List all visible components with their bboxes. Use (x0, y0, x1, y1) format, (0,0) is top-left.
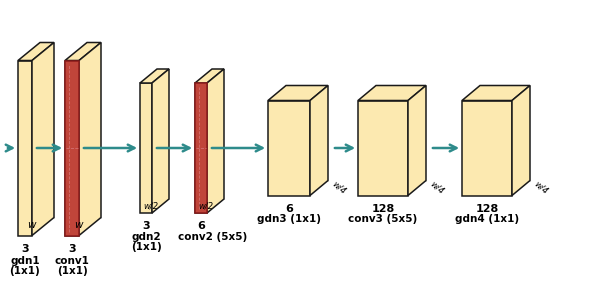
Text: 6: 6 (197, 221, 205, 231)
Text: gdn2: gdn2 (131, 232, 161, 242)
Text: 128: 128 (371, 203, 395, 214)
Text: 6: 6 (285, 203, 293, 214)
Text: w/2: w/2 (198, 202, 214, 211)
Polygon shape (18, 43, 54, 61)
Polygon shape (512, 85, 530, 196)
Polygon shape (18, 61, 32, 235)
Text: w/4: w/4 (532, 180, 549, 196)
Text: conv3 (5x5): conv3 (5x5) (349, 214, 418, 224)
Text: (1x1): (1x1) (10, 266, 41, 275)
Text: gdn1: gdn1 (10, 256, 40, 266)
Text: w: w (74, 220, 83, 230)
Text: gdn3 (1x1): gdn3 (1x1) (257, 214, 321, 224)
Text: w/4: w/4 (330, 180, 347, 196)
Polygon shape (462, 100, 512, 196)
Text: conv1: conv1 (55, 256, 89, 266)
Text: w: w (27, 220, 36, 230)
Polygon shape (65, 61, 79, 235)
Text: 3: 3 (68, 244, 76, 254)
Polygon shape (358, 85, 426, 100)
Polygon shape (358, 100, 408, 196)
Polygon shape (152, 69, 169, 213)
Polygon shape (310, 85, 328, 196)
Polygon shape (268, 85, 328, 100)
Polygon shape (408, 85, 426, 196)
Polygon shape (32, 43, 54, 236)
Polygon shape (140, 83, 152, 213)
Polygon shape (140, 69, 169, 83)
Polygon shape (65, 43, 101, 61)
Polygon shape (268, 100, 310, 196)
Text: w/2: w/2 (144, 202, 158, 211)
Polygon shape (207, 69, 224, 213)
Text: w/4: w/4 (428, 180, 445, 196)
Text: 128: 128 (476, 203, 498, 214)
Text: 3: 3 (21, 244, 29, 254)
Polygon shape (462, 85, 530, 100)
Text: conv2 (5x5): conv2 (5x5) (179, 232, 248, 242)
Text: (1x1): (1x1) (131, 242, 161, 252)
Polygon shape (195, 69, 224, 83)
Text: gdn4 (1x1): gdn4 (1x1) (455, 214, 519, 224)
Polygon shape (195, 83, 207, 213)
Text: (1x1): (1x1) (57, 266, 87, 275)
Text: 3: 3 (142, 221, 150, 231)
Polygon shape (79, 43, 101, 236)
Polygon shape (65, 61, 79, 235)
Polygon shape (195, 83, 207, 213)
